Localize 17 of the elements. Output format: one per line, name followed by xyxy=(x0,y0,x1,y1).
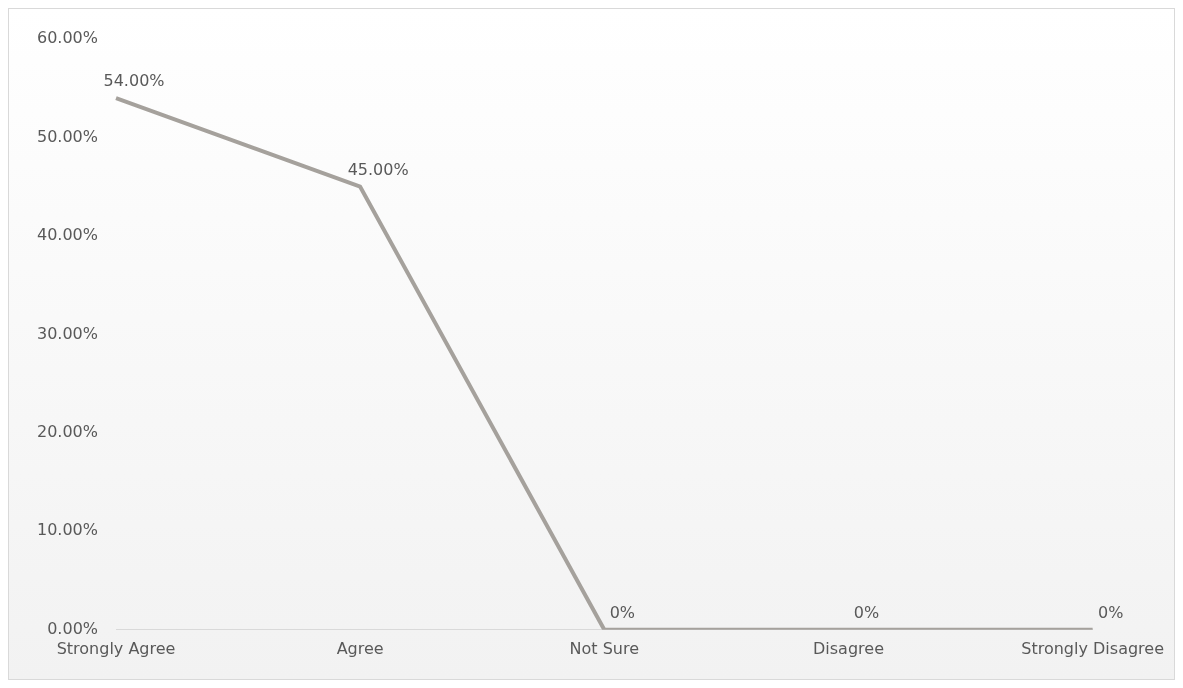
data-label: 54.00% xyxy=(103,71,165,91)
y-tick-label: 0.00% xyxy=(47,618,99,638)
data-label: 45.00% xyxy=(347,159,409,179)
data-label: 0% xyxy=(609,602,636,622)
data-label: 0% xyxy=(1097,602,1124,622)
x-tick-label: Strongly Disagree xyxy=(1021,638,1164,658)
x-tick-label: Disagree xyxy=(812,638,884,658)
y-tick-label: 20.00% xyxy=(36,422,99,442)
x-tick-label: Strongly Agree xyxy=(56,638,176,658)
y-tick-label: 40.00% xyxy=(36,225,99,245)
y-tick-label: 50.00% xyxy=(36,126,99,146)
data-label: 0% xyxy=(853,602,880,622)
y-tick-label: 60.00% xyxy=(36,28,99,48)
y-tick-label: 10.00% xyxy=(36,520,99,540)
x-tick-label: Not Sure xyxy=(569,638,640,658)
x-tick-label: Agree xyxy=(336,638,384,658)
y-tick-label: 30.00% xyxy=(36,323,99,343)
